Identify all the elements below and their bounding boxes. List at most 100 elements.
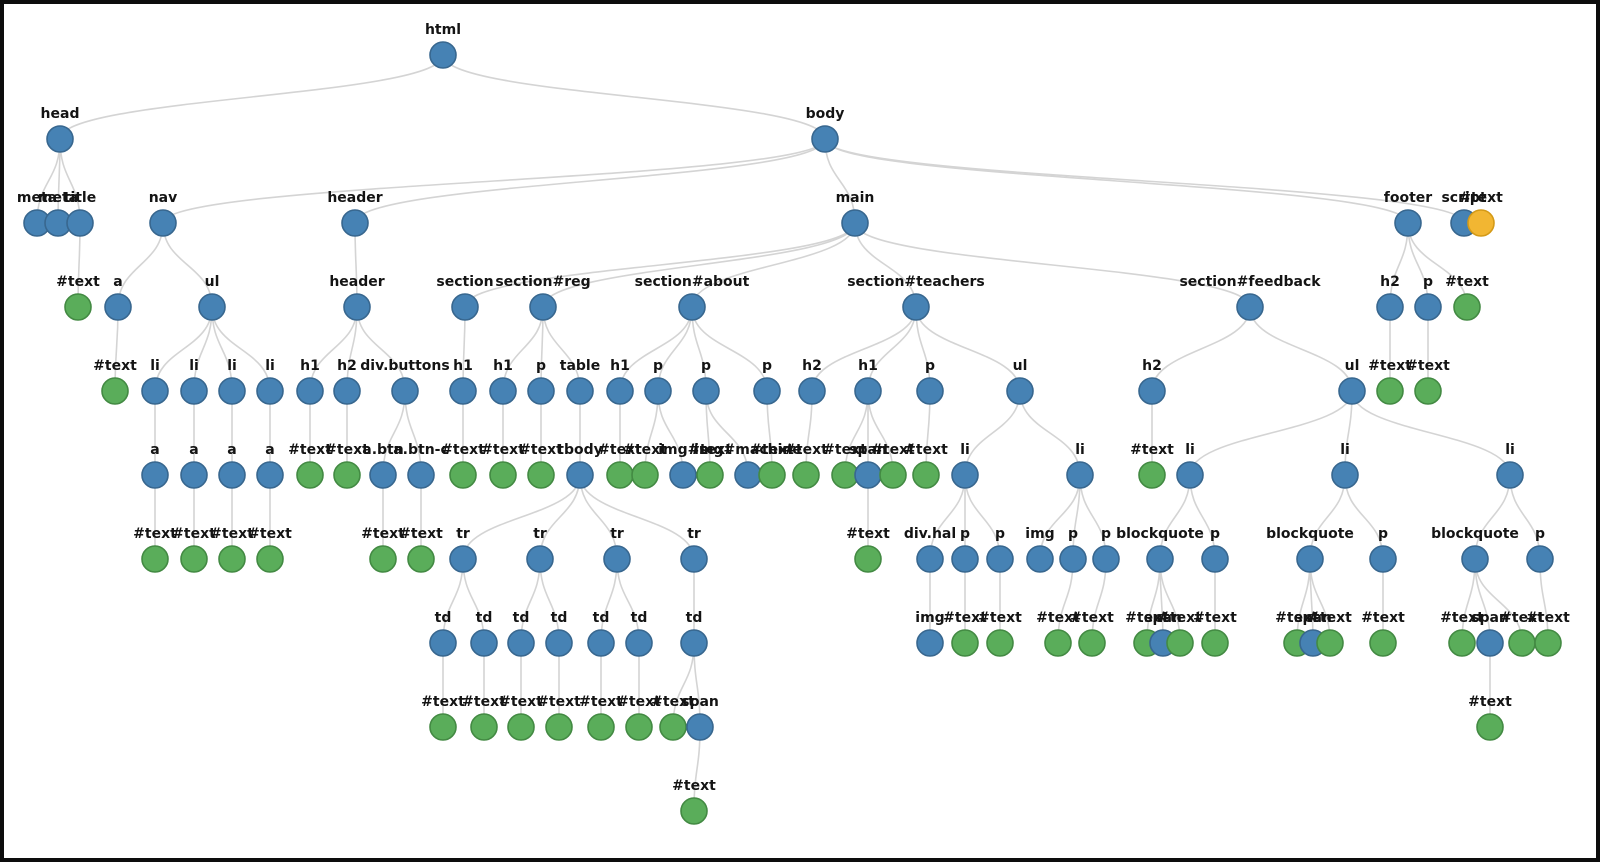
element-node-circle[interactable] (644, 377, 672, 405)
text-node-circle[interactable] (180, 545, 208, 573)
element-node-circle[interactable] (606, 377, 634, 405)
tree-node-teachUl[interactable]: ul (1006, 358, 1034, 405)
tree-node-td5[interactable]: td (587, 610, 615, 657)
element-node-circle[interactable] (149, 209, 177, 237)
tree-node-body[interactable]: body (806, 106, 845, 153)
element-node-circle[interactable] (603, 545, 631, 573)
text-node-circle[interactable] (545, 713, 573, 741)
text-node-circle[interactable] (1376, 377, 1404, 405)
tree-node-liF3[interactable]: li (1496, 442, 1524, 489)
tree-node-td3[interactable]: td (507, 610, 535, 657)
tree-node-footer[interactable]: footer (1384, 190, 1433, 237)
tree-node-aBtnC[interactable]: a.btn-c (393, 442, 449, 489)
text-node-circle[interactable] (507, 713, 535, 741)
text-node-circle[interactable] (631, 461, 659, 489)
text-node-circle[interactable] (1369, 629, 1397, 657)
element-node-circle[interactable] (566, 377, 594, 405)
tree-node-tr1[interactable]: tr (449, 526, 477, 573)
element-node-circle[interactable] (218, 461, 246, 489)
element-node-circle[interactable] (1296, 545, 1324, 573)
text-node-circle[interactable] (912, 461, 940, 489)
tree-node-divHal[interactable]: div.hal (904, 526, 956, 573)
tree-node-divButtons[interactable]: div.buttons (360, 358, 450, 405)
element-node-circle[interactable] (343, 293, 371, 321)
text-node-circle[interactable] (951, 629, 979, 657)
element-node-circle[interactable] (449, 545, 477, 573)
tree-node-navA[interactable]: a (104, 274, 132, 321)
element-node-circle[interactable] (986, 545, 1014, 573)
tree-node-liF2[interactable]: li (1331, 442, 1359, 489)
element-node-circle[interactable] (1176, 461, 1204, 489)
text-node-circle[interactable] (1078, 629, 1106, 657)
tree-node-secAbout[interactable]: section#about (635, 274, 750, 321)
element-node-circle[interactable] (407, 461, 435, 489)
tree-node-td2[interactable]: td (470, 610, 498, 657)
element-node-circle[interactable] (1338, 377, 1366, 405)
element-node-circle[interactable] (798, 377, 826, 405)
text-node-circle[interactable] (470, 713, 498, 741)
element-node-circle[interactable] (625, 629, 653, 657)
text-node-circle[interactable] (527, 461, 555, 489)
element-node-circle[interactable] (916, 545, 944, 573)
element-node-circle[interactable] (529, 293, 557, 321)
tree-node-aboutH1[interactable]: h1 (606, 358, 634, 405)
tree-node-tr3[interactable]: tr (603, 526, 631, 573)
element-node-circle[interactable] (1006, 377, 1034, 405)
tree-node-footerP[interactable]: p (1414, 274, 1442, 321)
tree-node-bq1[interactable]: blockquote (1116, 526, 1204, 573)
tree-node-regTable[interactable]: table (560, 358, 600, 405)
element-node-circle[interactable] (341, 209, 369, 237)
text-node-circle[interactable] (141, 545, 169, 573)
text-node-circle[interactable] (1316, 629, 1344, 657)
element-node-circle[interactable] (1496, 461, 1524, 489)
element-node-circle[interactable] (256, 377, 284, 405)
tree-node-liT2[interactable]: li (1066, 442, 1094, 489)
tree-node-bq3Span[interactable]: span (1471, 610, 1509, 657)
element-node-circle[interactable] (180, 377, 208, 405)
tree-node-secReg[interactable]: section#reg (495, 274, 591, 321)
tree-node-footerH2[interactable]: h2 (1376, 274, 1404, 321)
element-node-circle[interactable] (678, 293, 706, 321)
element-node-circle[interactable] (449, 377, 477, 405)
tree-node-liF3P[interactable]: p (1526, 526, 1554, 573)
element-node-circle[interactable] (951, 545, 979, 573)
tree-node-teachH2[interactable]: h2 (798, 358, 826, 405)
element-node-circle[interactable] (1236, 293, 1264, 321)
text-node-circle[interactable] (1138, 461, 1166, 489)
tree-node-tr4[interactable]: tr (680, 526, 708, 573)
text-node-circle[interactable] (369, 545, 397, 573)
tree-node-td7Span[interactable]: span (681, 694, 719, 741)
tree-node-td1[interactable]: td (429, 610, 457, 657)
element-node-circle[interactable] (902, 293, 930, 321)
text-node-circle[interactable] (696, 461, 724, 489)
tree-node-teachP[interactable]: p (916, 358, 944, 405)
element-node-circle[interactable] (1414, 293, 1442, 321)
element-node-circle[interactable] (686, 713, 714, 741)
tree-node-li3[interactable]: li (218, 358, 246, 405)
tree-node-liF1P[interactable]: p (1201, 526, 1229, 573)
element-node-circle[interactable] (256, 461, 284, 489)
text-node-circle[interactable] (606, 461, 634, 489)
element-node-circle[interactable] (526, 545, 554, 573)
element-node-circle[interactable] (391, 377, 419, 405)
element-node-circle[interactable] (198, 293, 226, 321)
tree-node-liF1[interactable]: li (1176, 442, 1204, 489)
tree-node-li2[interactable]: li (180, 358, 208, 405)
element-node-circle[interactable] (527, 377, 555, 405)
element-node-circle[interactable] (951, 461, 979, 489)
element-node-circle[interactable] (470, 629, 498, 657)
text-node-circle[interactable] (879, 461, 907, 489)
tree-node-aboutP1[interactable]: p (644, 358, 672, 405)
text-node-circle[interactable] (407, 545, 435, 573)
tree-node-secTeachers[interactable]: section#teachers (847, 274, 985, 321)
text-node-circle[interactable] (1448, 629, 1476, 657)
element-node-circle[interactable] (429, 41, 457, 69)
text-node-circle[interactable] (758, 461, 786, 489)
tree-node-td7SpanText[interactable]: #text (672, 778, 716, 825)
element-node-circle[interactable] (734, 461, 762, 489)
tree-node-liT2P2[interactable]: p (1092, 526, 1120, 573)
text-node-circle[interactable] (429, 713, 457, 741)
tree-node-liT2P2Text[interactable]: #text (1070, 610, 1114, 657)
text-node-circle[interactable] (680, 797, 708, 825)
text-node-circle[interactable] (296, 461, 324, 489)
